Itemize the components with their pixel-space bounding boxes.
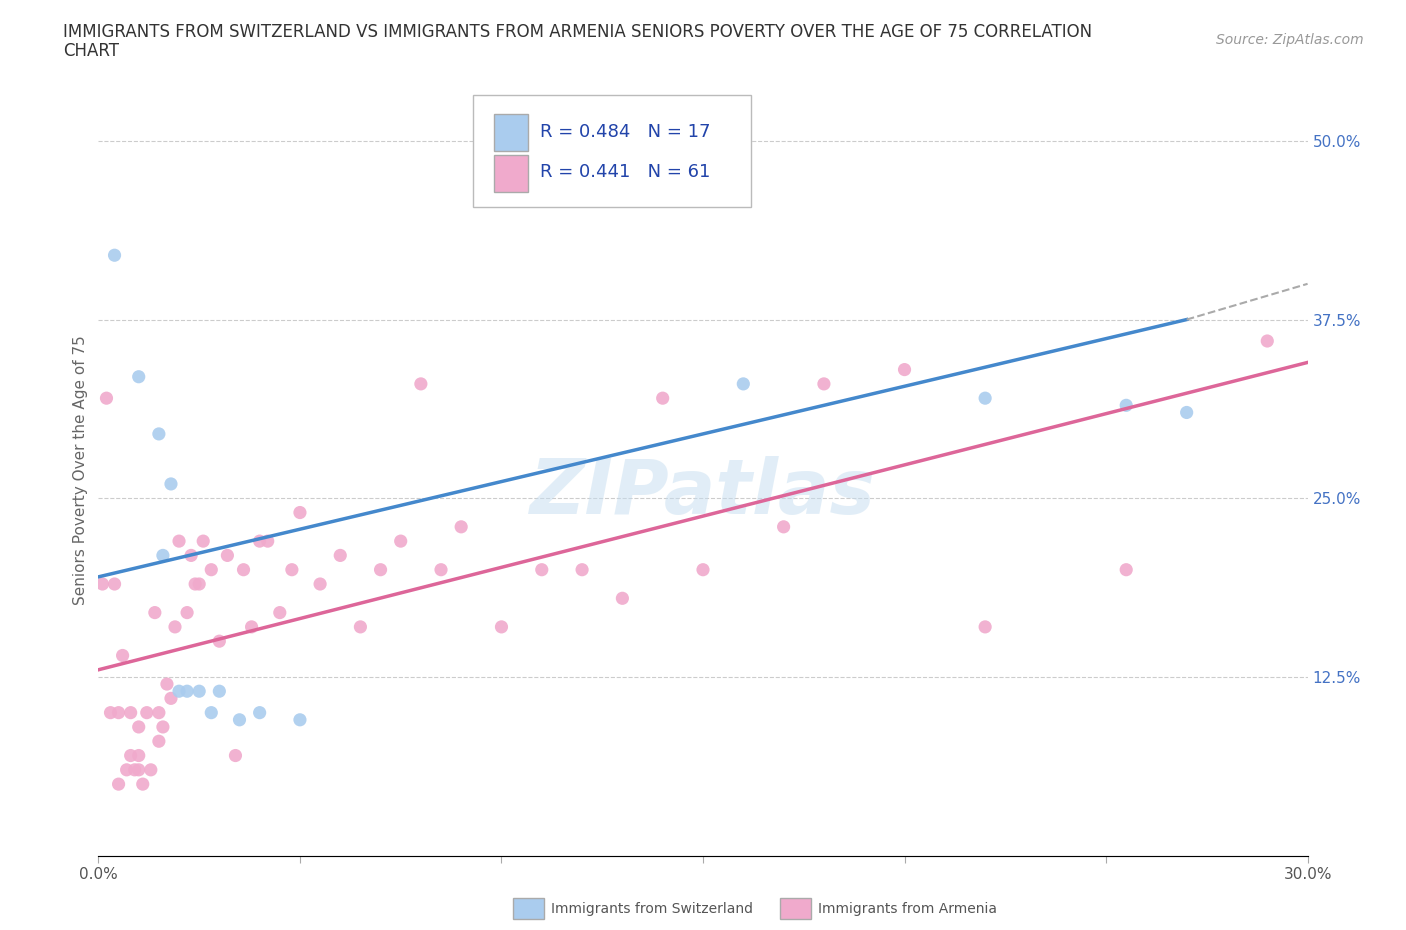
Point	[249, 534, 271, 549]
Point	[128, 763, 150, 777]
Point	[143, 605, 166, 620]
Point	[281, 563, 304, 578]
Y-axis label: Seniors Poverty Over the Age of 75: Seniors Poverty Over the Age of 75	[73, 335, 89, 604]
Text: Immigrants from Armenia: Immigrants from Armenia	[818, 901, 997, 916]
Point	[152, 548, 174, 563]
Point	[188, 684, 211, 698]
Point	[180, 548, 202, 563]
Point	[1115, 398, 1137, 413]
Point	[100, 705, 122, 720]
Point	[91, 577, 114, 591]
Text: CHART: CHART	[63, 42, 120, 60]
Point	[107, 705, 129, 720]
Point	[132, 777, 155, 791]
Point	[571, 563, 593, 578]
Point	[139, 763, 162, 777]
Point	[329, 548, 352, 563]
Point	[156, 677, 179, 692]
Point	[1115, 563, 1137, 578]
Point	[128, 369, 150, 384]
Point	[893, 362, 915, 377]
Point	[120, 748, 142, 763]
Point	[240, 619, 263, 634]
Point	[370, 563, 392, 578]
Point	[288, 712, 311, 727]
Point	[232, 563, 254, 578]
Text: Source: ZipAtlas.com: Source: ZipAtlas.com	[1216, 33, 1364, 46]
Text: IMMIGRANTS FROM SWITZERLAND VS IMMIGRANTS FROM ARMENIA SENIORS POVERTY OVER THE : IMMIGRANTS FROM SWITZERLAND VS IMMIGRANT…	[63, 23, 1092, 41]
Point	[184, 577, 207, 591]
Point	[269, 605, 291, 620]
Point	[217, 548, 239, 563]
Text: R = 0.484   N = 17: R = 0.484 N = 17	[540, 123, 710, 140]
Point	[288, 505, 311, 520]
Point	[148, 705, 170, 720]
Point	[96, 391, 118, 405]
Point	[612, 591, 634, 605]
Point	[430, 563, 453, 578]
Text: Immigrants from Switzerland: Immigrants from Switzerland	[551, 901, 754, 916]
Point	[309, 577, 332, 591]
Point	[188, 577, 211, 591]
Point	[256, 534, 278, 549]
Point	[115, 763, 138, 777]
Text: ZIPatlas: ZIPatlas	[530, 456, 876, 530]
Point	[176, 684, 198, 698]
Point	[103, 577, 125, 591]
Point	[772, 519, 794, 534]
Point	[148, 734, 170, 749]
Point	[148, 427, 170, 442]
Text: R = 0.441   N = 61: R = 0.441 N = 61	[540, 164, 710, 181]
Point	[974, 619, 997, 634]
Point	[167, 534, 190, 549]
Point	[103, 247, 125, 262]
FancyBboxPatch shape	[494, 154, 527, 192]
Point	[813, 377, 835, 392]
Point	[135, 705, 157, 720]
Point	[1256, 334, 1278, 349]
Point	[208, 684, 231, 698]
Point	[249, 705, 271, 720]
FancyBboxPatch shape	[474, 95, 751, 207]
Point	[163, 619, 186, 634]
Point	[349, 619, 371, 634]
Point	[152, 720, 174, 735]
Point	[128, 748, 150, 763]
Point	[530, 563, 553, 578]
Point	[200, 563, 222, 578]
Point	[107, 777, 129, 791]
Point	[228, 712, 250, 727]
Point	[193, 534, 215, 549]
Point	[389, 534, 412, 549]
Point	[120, 705, 142, 720]
Point	[160, 476, 183, 491]
Point	[450, 519, 472, 534]
Point	[111, 648, 134, 663]
Point	[224, 748, 246, 763]
Point	[1175, 405, 1198, 420]
Point	[124, 763, 146, 777]
Point	[974, 391, 997, 405]
Point	[200, 705, 222, 720]
Point	[651, 391, 673, 405]
Point	[160, 691, 183, 706]
FancyBboxPatch shape	[494, 113, 527, 151]
Point	[208, 633, 231, 648]
Point	[409, 377, 432, 392]
Point	[733, 377, 755, 392]
Point	[128, 720, 150, 735]
Point	[167, 684, 190, 698]
Point	[491, 619, 513, 634]
Point	[176, 605, 198, 620]
Point	[692, 563, 714, 578]
